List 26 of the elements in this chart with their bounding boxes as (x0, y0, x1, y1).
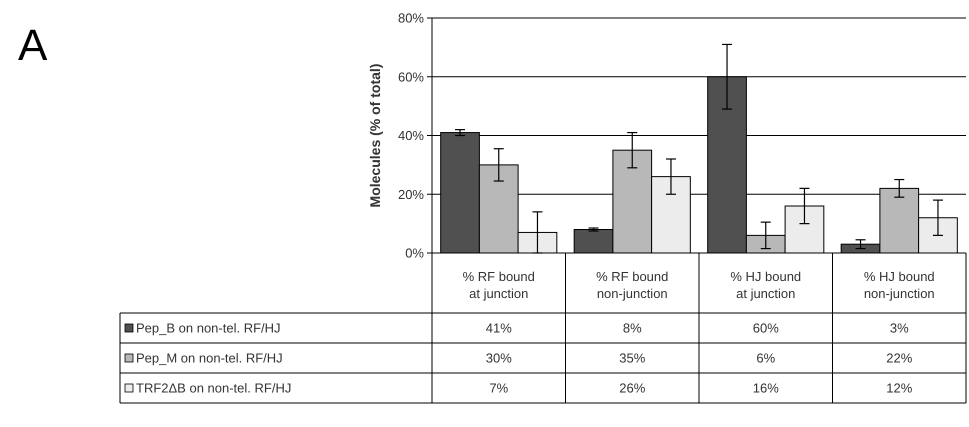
y-tick-label: 60% (398, 69, 424, 84)
data-label: 35% (619, 350, 646, 366)
data-label: 8% (622, 320, 642, 336)
data-label: 12% (886, 380, 913, 396)
data-label: 6% (756, 350, 776, 366)
x-tick-label: % RF bound non-junction (596, 269, 668, 302)
data-label: 3% (890, 320, 910, 336)
y-tick-label: 80% (398, 10, 424, 26)
text: A (18, 21, 48, 70)
x-tick-label: % HJ bound non-junction (864, 269, 935, 302)
data-label: 30% (486, 350, 512, 366)
x-tick-label: % HJ bound at junction (730, 269, 802, 302)
data-label: 16% (752, 380, 780, 396)
legend-label: Pep_B on non-tel. RF/HJ (136, 320, 281, 336)
x-tick-label: % RF bound at junction (462, 269, 535, 302)
y-tick-label: 20% (398, 186, 424, 202)
data-label: 60% (752, 320, 780, 336)
legend-label: Pep_M on non-tel. RF/HJ (136, 350, 283, 366)
data-label: 41% (486, 320, 512, 336)
data-label: 26% (619, 380, 646, 396)
legend-label: TRF2ΔB on non-tel. RF/HJ (136, 380, 292, 396)
data-label: 7% (489, 380, 509, 396)
y-tick-label: 0% (405, 246, 424, 261)
y-tick-label: 40% (398, 128, 424, 144)
data-label: 22% (886, 350, 913, 366)
y-axis-title: Molecules (% of total) (367, 64, 383, 208)
